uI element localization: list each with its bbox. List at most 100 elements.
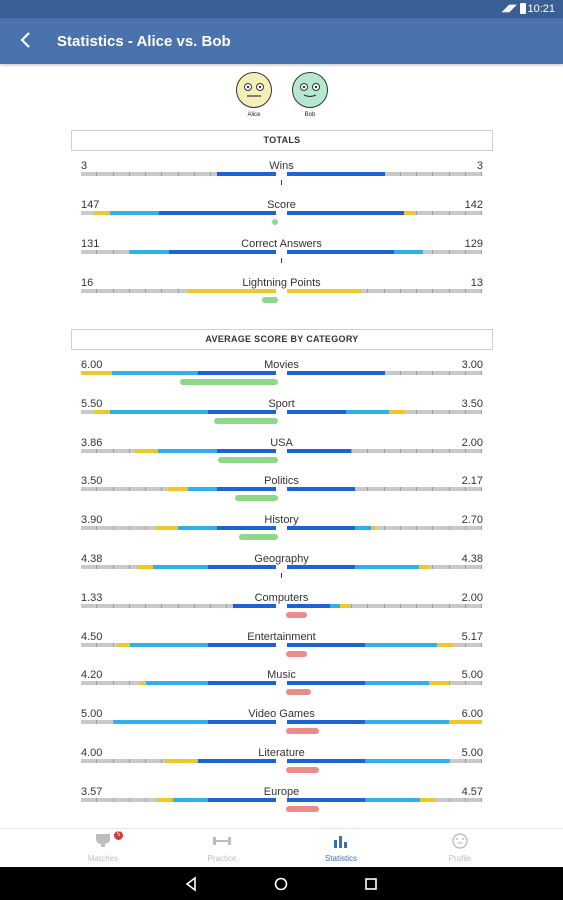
stat-row: 3.90 History 2.70: [0, 514, 563, 553]
left-bar-fill-blue: [217, 487, 276, 492]
stat-label: History: [264, 514, 299, 527]
left-value: 5.50: [81, 397, 103, 410]
nav-practice[interactable]: Practice: [152, 829, 292, 868]
nav-statistics[interactable]: Statistics: [271, 829, 411, 868]
left-score-bar: [81, 487, 276, 492]
battery-icon: [520, 3, 526, 14]
bottom-navigation: 5 Matches Practice Statistics Profile: [0, 828, 563, 868]
stat-row: 147 Score 142: [0, 199, 563, 238]
right-bar-fill-lightblue: [330, 603, 340, 608]
right-score-bar: [287, 603, 482, 608]
left-value: 147: [81, 199, 100, 211]
tie-indicator: [281, 180, 282, 185]
stat-label: Literature: [258, 747, 305, 759]
right-bar-fill-blue: [287, 172, 385, 176]
right-score-bar: [287, 409, 482, 414]
right-value: 129: [464, 238, 483, 250]
left-score-bar: [81, 759, 276, 763]
left-value: 4.20: [81, 669, 103, 682]
nav-profile[interactable]: Profile: [390, 829, 530, 868]
nav-matches[interactable]: 5 Matches: [33, 829, 173, 868]
left-value: 4.38: [81, 553, 103, 565]
right-bar-fill-yellow: [429, 681, 449, 686]
left-value: 3.86: [81, 436, 103, 449]
stat-label: Entertainment: [247, 630, 316, 643]
left-bar-fill-blue: [217, 448, 276, 453]
left-value: 6.00: [81, 359, 103, 371]
right-bar-fill-lightblue: [365, 720, 449, 725]
left-score-bar: [81, 371, 276, 375]
right-bar-fill-lightblue: [394, 250, 423, 254]
right-bar-fill-blue: [287, 211, 404, 215]
left-bar-fill-yellow: [188, 289, 276, 293]
stat-label: Movies: [264, 359, 299, 371]
right-value: 13: [470, 277, 483, 289]
left-bar-fill-blue: [208, 720, 276, 725]
system-recents-icon[interactable]: [362, 875, 380, 893]
left-bar-fill-lightblue: [153, 565, 208, 569]
difference-indicator: [235, 495, 278, 502]
left-value: 3.50: [81, 475, 103, 488]
left-bar-fill-blue: [233, 603, 276, 608]
right-bar-fill-blue: [287, 759, 365, 763]
right-value: 3.00: [461, 359, 483, 371]
right-bar-fill-yellow: [449, 720, 482, 725]
left-bar-fill-lightblue: [158, 448, 217, 453]
left-score-bar: [81, 681, 276, 686]
trophy-icon: [33, 833, 173, 849]
left-score-bar: [81, 797, 276, 802]
left-bar-fill-yellow: [155, 526, 178, 531]
stat-label: Correct Answers: [241, 238, 322, 250]
right-bar-fill-lightblue: [346, 409, 389, 414]
system-navigation-bar: [0, 867, 563, 900]
left-score-bar: [81, 603, 276, 608]
right-bar-fill-yellow: [420, 797, 436, 802]
avatar-alice: [236, 72, 272, 108]
difference-indicator: [286, 728, 319, 735]
stat-label: Geography: [254, 553, 309, 565]
left-bar-fill-yellow: [135, 448, 158, 453]
right-score-bar: [287, 172, 482, 176]
left-value: 5.00: [81, 708, 103, 721]
right-value: 2.00: [461, 436, 483, 449]
left-bar-fill-blue: [208, 797, 276, 802]
left-bar-fill-blue: [208, 565, 276, 569]
right-bar-fill-blue: [287, 487, 355, 492]
stat-label: Computers: [254, 591, 309, 604]
stat-label: Wins: [269, 160, 294, 172]
avatar-name-bob: Bob: [304, 112, 316, 118]
left-bar-fill-blue: [159, 211, 276, 215]
right-bar-fill-lightblue: [355, 565, 419, 569]
right-score-bar: [287, 526, 482, 531]
left-score-bar: [81, 720, 276, 725]
left-bar-fill-yellow: [165, 759, 198, 763]
section-header-totals: TOTALS: [71, 130, 493, 151]
right-bar-fill-yellow: [340, 603, 350, 608]
section-header-average: AVERAGE SCORE BY CATEGORY: [71, 329, 493, 350]
system-back-icon[interactable]: [182, 875, 200, 893]
right-bar-fill-blue: [287, 720, 365, 725]
right-bar-fill-blue: [287, 603, 330, 608]
left-bar-fill-lightblue: [146, 681, 208, 686]
system-home-icon[interactable]: [272, 875, 290, 893]
left-bar-fill-yellow: [81, 371, 112, 375]
left-value: 3.57: [81, 785, 103, 798]
right-bar-fill-blue: [287, 448, 351, 453]
right-bar-fill-blue: [287, 565, 355, 569]
back-arrow-icon[interactable]: [14, 28, 38, 57]
difference-indicator: [286, 611, 307, 618]
left-bar-fill-lightblue: [112, 371, 198, 375]
left-bar-fill-yellow: [168, 487, 188, 492]
right-score-bar: [287, 720, 482, 725]
left-bar-fill-yellow: [137, 565, 153, 569]
statistics-content[interactable]: Alice Bob TOTALS 3 Wins 3 147 Score 142 131 Cor…: [0, 64, 563, 828]
left-score-bar: [81, 250, 276, 254]
stat-label: USA: [270, 436, 293, 449]
stat-row: 3.50 Politics 2.17: [0, 475, 563, 514]
right-bar-fill-lightblue: [365, 681, 429, 686]
right-value: 4.38: [461, 553, 483, 565]
left-bar-fill-blue: [198, 371, 276, 375]
left-bar-fill-yellow: [140, 681, 146, 686]
stat-row: 4.50 Entertainment 5.17: [0, 631, 563, 670]
right-bar-fill-yellow: [419, 565, 429, 569]
